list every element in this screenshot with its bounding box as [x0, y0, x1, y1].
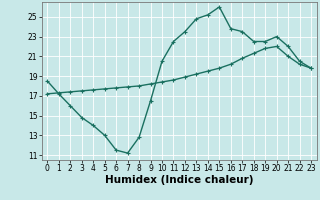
X-axis label: Humidex (Indice chaleur): Humidex (Indice chaleur) — [105, 175, 253, 185]
